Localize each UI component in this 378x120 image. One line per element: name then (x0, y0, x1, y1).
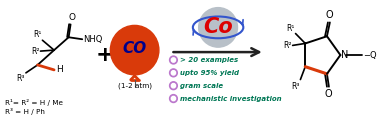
Text: upto 95% yield: upto 95% yield (180, 70, 239, 76)
Text: O: O (68, 13, 75, 22)
Text: gram scale: gram scale (180, 83, 223, 89)
Text: R¹: R¹ (33, 30, 42, 39)
Text: R²: R² (31, 47, 40, 56)
Text: NHQ: NHQ (83, 35, 102, 44)
Circle shape (171, 84, 176, 88)
Text: H: H (56, 65, 63, 74)
Circle shape (170, 56, 177, 64)
Circle shape (110, 25, 159, 75)
Text: −Q: −Q (363, 51, 376, 60)
Text: R¹: R¹ (286, 24, 294, 33)
Circle shape (170, 69, 177, 77)
Circle shape (171, 71, 176, 75)
Text: CO: CO (122, 41, 147, 56)
Circle shape (171, 96, 176, 101)
Circle shape (170, 95, 177, 102)
Circle shape (199, 8, 237, 47)
Circle shape (170, 82, 177, 90)
Text: R³: R³ (291, 81, 299, 90)
Text: > 20 examples: > 20 examples (180, 57, 239, 63)
Text: O: O (325, 10, 333, 20)
Text: (1-2 atm): (1-2 atm) (118, 82, 152, 89)
Text: +: + (95, 45, 114, 65)
Text: Co: Co (203, 17, 233, 37)
Text: O: O (324, 89, 332, 99)
Text: mechanistic investigation: mechanistic investigation (180, 96, 282, 102)
Text: R²: R² (283, 41, 292, 50)
Text: R³ = H / Ph: R³ = H / Ph (5, 108, 45, 115)
Circle shape (171, 58, 176, 62)
Text: R¹= R² = H / Me: R¹= R² = H / Me (5, 99, 63, 106)
Text: N: N (341, 50, 349, 60)
Text: R³: R³ (17, 74, 25, 83)
